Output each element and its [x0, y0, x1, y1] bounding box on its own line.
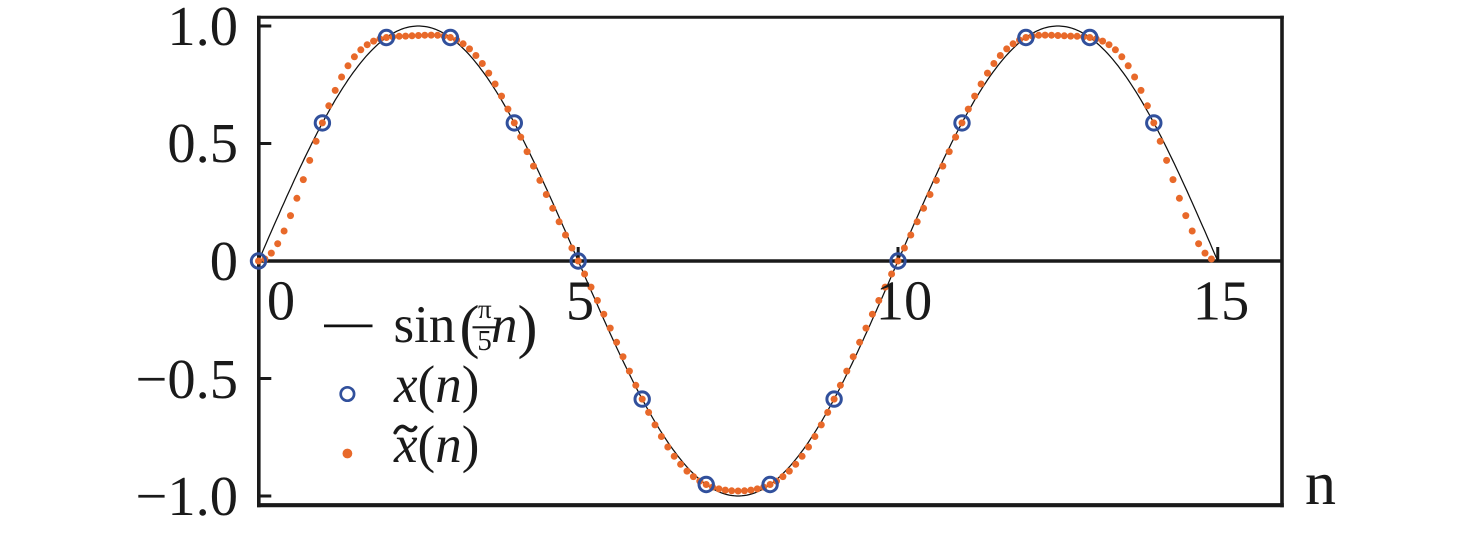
svg-text:−1.0: −1.0: [136, 466, 239, 528]
svg-text:10: 10: [876, 271, 933, 333]
svg-text:0: 0: [210, 231, 238, 293]
svg-text:1.0: 1.0: [167, 0, 238, 58]
svg-text:sin: sin: [394, 296, 456, 354]
svg-text:x(n): x(n): [393, 416, 479, 474]
svg-text:0.5: 0.5: [167, 113, 238, 175]
svg-text:−0.5: −0.5: [136, 349, 239, 411]
svg-text:(: (: [460, 294, 480, 360]
svg-text:): ): [518, 294, 538, 360]
svg-text:n: n: [1305, 450, 1336, 518]
svg-text:5: 5: [566, 271, 594, 333]
svg-text:x(n): x(n): [393, 356, 479, 414]
svg-text:0: 0: [267, 271, 295, 333]
svg-text:15: 15: [1193, 271, 1250, 333]
svg-text:n: n: [491, 296, 518, 354]
